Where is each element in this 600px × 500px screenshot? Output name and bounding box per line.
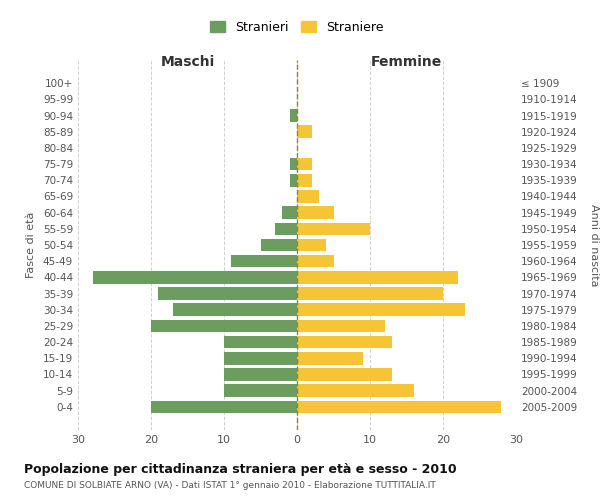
- Bar: [151, 320, 297, 332]
- Bar: [297, 238, 326, 252]
- Bar: [260, 238, 297, 252]
- Bar: [297, 384, 414, 397]
- Bar: [173, 304, 297, 316]
- Bar: [290, 109, 297, 122]
- Bar: [297, 190, 319, 203]
- Bar: [297, 174, 311, 186]
- Bar: [297, 304, 465, 316]
- Bar: [297, 158, 311, 170]
- Bar: [92, 271, 297, 283]
- Bar: [297, 271, 458, 283]
- Bar: [224, 384, 297, 397]
- Bar: [275, 222, 297, 235]
- Bar: [297, 222, 370, 235]
- Legend: Stranieri, Straniere: Stranieri, Straniere: [205, 16, 389, 38]
- Bar: [297, 320, 385, 332]
- Y-axis label: Fasce di età: Fasce di età: [26, 212, 36, 278]
- Bar: [224, 352, 297, 364]
- Bar: [297, 336, 392, 348]
- Text: Maschi: Maschi: [160, 54, 215, 68]
- Text: COMUNE DI SOLBIATE ARNO (VA) - Dati ISTAT 1° gennaio 2010 - Elaborazione TUTTITA: COMUNE DI SOLBIATE ARNO (VA) - Dati ISTA…: [24, 481, 436, 490]
- Bar: [290, 174, 297, 186]
- Text: Femmine: Femmine: [371, 54, 442, 68]
- Y-axis label: Anni di nascita: Anni di nascita: [589, 204, 599, 286]
- Bar: [283, 206, 297, 219]
- Bar: [297, 126, 311, 138]
- Bar: [297, 206, 334, 219]
- Bar: [158, 287, 297, 300]
- Bar: [151, 400, 297, 413]
- Bar: [297, 255, 334, 268]
- Bar: [290, 158, 297, 170]
- Bar: [297, 352, 362, 364]
- Bar: [232, 255, 297, 268]
- Bar: [224, 336, 297, 348]
- Bar: [224, 368, 297, 381]
- Text: Popolazione per cittadinanza straniera per età e sesso - 2010: Popolazione per cittadinanza straniera p…: [24, 462, 457, 475]
- Bar: [297, 368, 392, 381]
- Bar: [297, 400, 502, 413]
- Bar: [297, 287, 443, 300]
